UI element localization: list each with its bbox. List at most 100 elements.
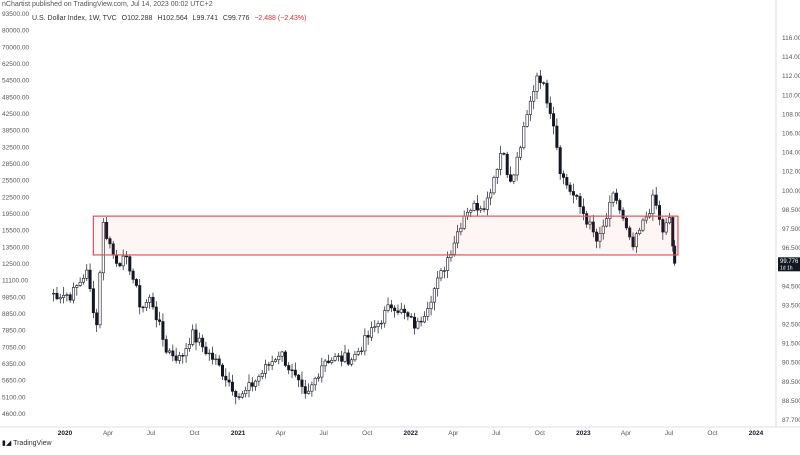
candle-body — [509, 174, 513, 182]
candle-body — [638, 229, 642, 234]
x-axis[interactable]: 2020 Apr Jul Oct 2021 Apr Jul Oct 2022 Apr Jul Oct 2… — [58, 430, 764, 437]
support-zone[interactable] — [92, 215, 679, 256]
candle-body — [369, 327, 373, 338]
candle-body — [658, 205, 662, 220]
candle-body — [187, 344, 191, 349]
candles — [52, 69, 677, 405]
left-axis-tick-label: 70000.00 — [2, 44, 29, 51]
x-axis-tick-label: Apr — [103, 430, 114, 437]
candle-body — [323, 360, 327, 367]
candle-body — [389, 304, 393, 309]
candle-body — [446, 257, 450, 271]
last-price-label: 99.776 — [780, 259, 799, 265]
right-axis-tick-label: 110.00 — [782, 92, 800, 99]
candle-body — [98, 272, 102, 326]
candle-body — [105, 221, 109, 239]
candle-body — [52, 292, 56, 295]
candle-body — [184, 348, 188, 357]
candle-body — [81, 277, 85, 283]
candle-body — [548, 102, 552, 114]
right-axis-tick-label: 98.500 — [782, 207, 800, 214]
candle-body — [277, 355, 281, 361]
candle-body — [191, 329, 195, 345]
candle-body — [217, 358, 221, 366]
right-axis[interactable]: 116.00 114.00 112.00 110.00 108.00 106.00 104.… — [782, 35, 800, 424]
right-axis-tick-label: 91.500 — [782, 341, 800, 348]
candle-body — [230, 381, 234, 392]
candle-body — [416, 320, 420, 329]
left-axis-tick-label: 32500.00 — [2, 144, 29, 151]
right-axis-tick-label: 112.00 — [782, 73, 800, 80]
candle-body — [194, 329, 198, 343]
footer-bar: ▮◢ TradingView — [0, 438, 800, 450]
candle-body — [343, 352, 347, 362]
candle-body — [75, 285, 79, 288]
candle-body — [260, 372, 264, 377]
candle-body — [515, 156, 519, 176]
last-price-countdown: 1d 1h — [780, 265, 793, 271]
candle-body — [65, 294, 69, 296]
candle-body — [287, 365, 291, 371]
candle-body — [413, 316, 417, 329]
candle-body — [661, 219, 665, 233]
candle-body — [240, 393, 244, 398]
candle-body — [128, 256, 132, 272]
right-axis-tick-label: 88.500 — [782, 398, 800, 405]
candle-body — [578, 196, 582, 207]
left-axis-tick-label: 4600.00 — [2, 411, 26, 418]
candle-body — [197, 337, 201, 343]
candle-body — [303, 386, 307, 394]
candle-body — [575, 194, 579, 197]
symbol-name[interactable]: U.S. Dollar Index, 1W, TVC — [32, 15, 117, 22]
support-zone-rectangle[interactable] — [92, 215, 679, 256]
candle-body — [671, 217, 675, 247]
candle-body — [366, 335, 370, 338]
candle-body — [154, 306, 158, 321]
candle-body — [353, 354, 357, 361]
candle-body — [485, 197, 489, 210]
candle-body — [333, 356, 337, 361]
candle-body — [158, 319, 162, 322]
left-axis-tick-label: 15500.00 — [2, 228, 29, 235]
candle-body — [234, 391, 238, 398]
candle-body — [545, 82, 549, 104]
right-axis-tick-label: 100.00 — [782, 188, 800, 195]
candle-body — [426, 308, 430, 317]
candle-body — [552, 113, 556, 127]
x-axis-tick-label: Oct — [190, 430, 200, 437]
candle-body — [267, 364, 271, 366]
candle-body — [624, 217, 628, 229]
candle-body — [346, 352, 350, 365]
x-axis-tick-label: Jul — [147, 430, 156, 437]
candle-body — [621, 209, 625, 219]
candle-body — [651, 194, 655, 214]
candle-body — [634, 233, 638, 248]
candle-body — [502, 153, 506, 155]
candle-body — [201, 337, 205, 348]
left-axis-tick-label: 11100.00 — [2, 278, 29, 285]
x-axis-tick-label: Oct — [707, 430, 717, 437]
tradingview-logo-icon[interactable]: ▮◢ — [2, 440, 12, 447]
left-axis-tick-label: 6350.00 — [2, 361, 26, 368]
candle-body — [250, 382, 254, 387]
right-axis-tick-label: 87.700 — [782, 417, 800, 424]
candle-body — [628, 227, 632, 238]
ohlc-low: L99.741 — [192, 15, 218, 22]
left-axis-tick-label: 42500.00 — [2, 111, 29, 118]
candle-body — [293, 369, 297, 376]
symbol-info-bar: U.S. Dollar Index, 1W, TVC O102.288 H102… — [32, 13, 310, 25]
left-axis: 93500.00 80000.00 70000.00 62500.00 54500.00… — [2, 11, 29, 418]
candle-body — [174, 355, 178, 361]
candle-body — [611, 192, 615, 203]
candle-body — [499, 153, 503, 170]
candle-body — [538, 75, 542, 83]
x-axis-tick-label: Jul — [492, 430, 501, 437]
candle-body — [237, 396, 241, 398]
candle-body — [214, 358, 218, 361]
candle-body — [118, 263, 122, 267]
left-axis-tick-label: 93500.00 — [2, 11, 29, 18]
candle-body — [429, 301, 433, 309]
candle-body — [340, 355, 344, 362]
